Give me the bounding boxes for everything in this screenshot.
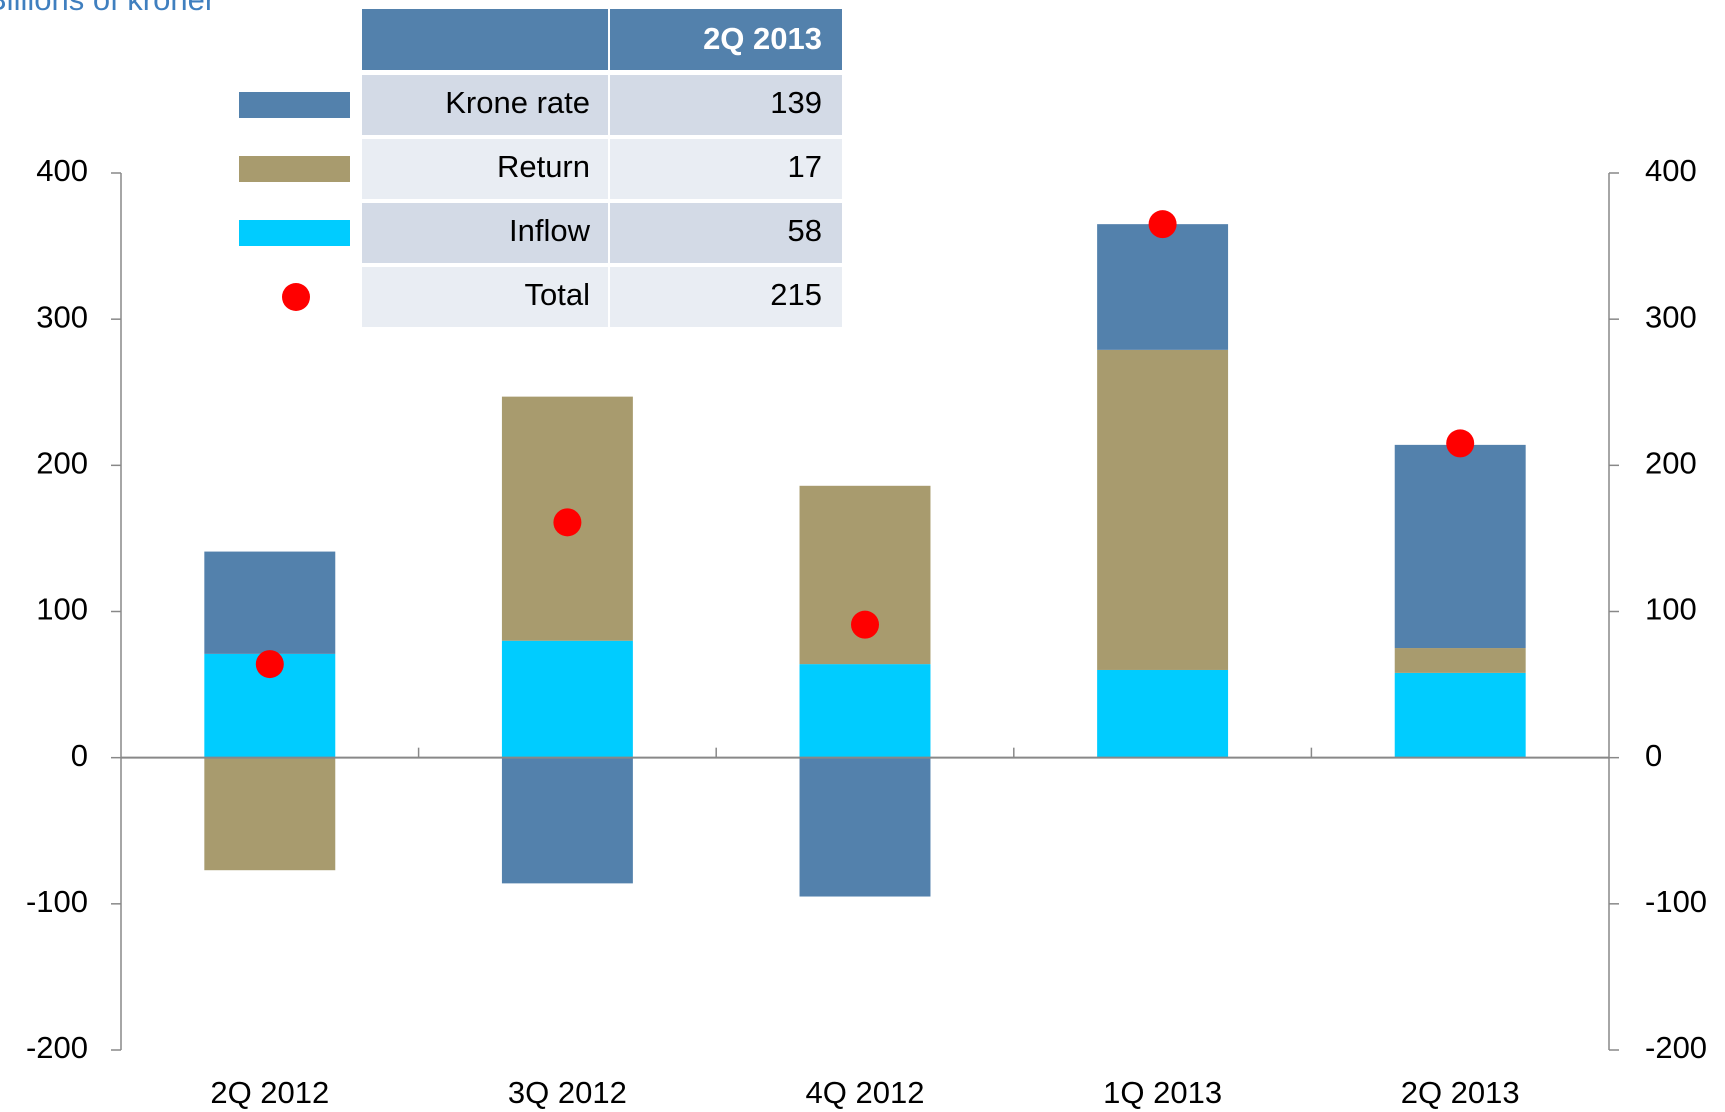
x-tick-label: 3Q 2012 bbox=[508, 1075, 627, 1110]
table-value: 58 bbox=[788, 213, 822, 248]
x-tick-label: 2Q 2012 bbox=[210, 1075, 329, 1110]
table-cell-bg bbox=[362, 75, 608, 135]
y-tick-label: -200 bbox=[26, 1030, 88, 1065]
total-dot bbox=[553, 508, 582, 537]
legend-swatch bbox=[282, 283, 310, 311]
legend-label: Return bbox=[497, 149, 590, 184]
table-cell-bg bbox=[610, 139, 842, 199]
x-tick-label: 1Q 2013 bbox=[1103, 1075, 1222, 1110]
table-value: 215 bbox=[770, 277, 822, 312]
table-header: 2Q 2013 bbox=[703, 21, 822, 56]
bar-segment bbox=[799, 757, 931, 897]
legend-label: Krone rate bbox=[445, 85, 590, 120]
y2-tick-label: 400 bbox=[1645, 153, 1697, 188]
y-tick-label: -100 bbox=[26, 884, 88, 919]
legend-swatch bbox=[239, 92, 350, 118]
total-dot bbox=[851, 610, 879, 639]
bar-segment bbox=[1097, 669, 1229, 758]
total-dot bbox=[1148, 210, 1177, 239]
legend-label: Total bbox=[525, 277, 590, 312]
bar-segment bbox=[1394, 444, 1526, 649]
bar-segment bbox=[1097, 224, 1229, 350]
y-tick-label: 100 bbox=[36, 592, 88, 627]
x-tick-label: 2Q 2013 bbox=[1401, 1075, 1520, 1110]
bar-segment bbox=[204, 551, 336, 654]
y2-tick-label: 200 bbox=[1645, 446, 1697, 481]
y-tick-label: 400 bbox=[36, 153, 88, 188]
y2-tick-label: -100 bbox=[1645, 884, 1707, 919]
y2-tick-label: 100 bbox=[1645, 592, 1697, 627]
legend-swatch bbox=[239, 156, 350, 182]
bar-segment bbox=[1394, 648, 1526, 673]
table-cell-bg bbox=[362, 139, 608, 199]
bar-segment bbox=[1394, 672, 1526, 758]
y2-tick-label: 300 bbox=[1645, 299, 1697, 334]
y-tick-label: 200 bbox=[36, 446, 88, 481]
table-cell-bg bbox=[362, 267, 608, 327]
bar-segment bbox=[501, 757, 633, 884]
table-cell-bg bbox=[610, 203, 842, 263]
table-cell-bg bbox=[610, 267, 842, 327]
table-value: 17 bbox=[788, 149, 822, 184]
bar-segment bbox=[799, 664, 931, 758]
legend-label: Inflow bbox=[509, 213, 591, 248]
bar-segment bbox=[501, 640, 633, 758]
y-tick-label: 300 bbox=[36, 299, 88, 334]
legend-swatch bbox=[239, 220, 350, 246]
y2-tick-label: -200 bbox=[1645, 1030, 1707, 1065]
total-dot bbox=[255, 650, 284, 679]
bar-segment bbox=[204, 757, 336, 871]
chart-title: Billions of kroner bbox=[0, 0, 215, 17]
bar-segment bbox=[1097, 349, 1229, 670]
table-header-bg bbox=[610, 9, 842, 70]
x-tick-label: 4Q 2012 bbox=[806, 1075, 925, 1110]
table-header-bg bbox=[362, 9, 608, 70]
table-value: 139 bbox=[770, 85, 822, 120]
y2-tick-label: 0 bbox=[1645, 738, 1662, 773]
total-dot bbox=[1446, 429, 1475, 458]
table-cell-bg bbox=[362, 203, 608, 263]
y-tick-label: 0 bbox=[71, 738, 88, 773]
table-cell-bg bbox=[610, 75, 842, 135]
